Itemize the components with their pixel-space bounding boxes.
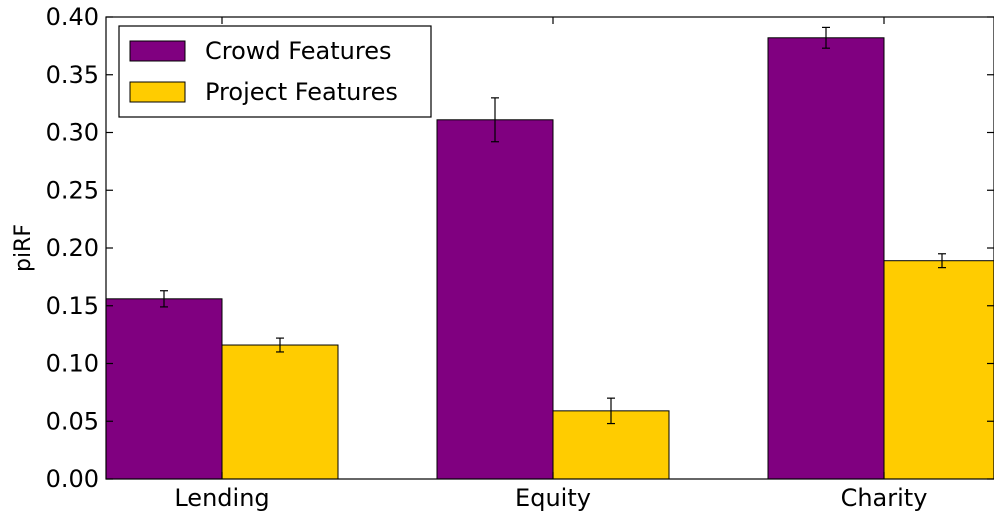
bar-charity-crowd-features — [767, 37, 885, 480]
error-bar-lending-crowd-features — [160, 290, 168, 308]
x-tick-label-equity: Equity — [515, 484, 591, 512]
y-tick-label: 0.05 — [46, 407, 99, 435]
legend-swatch-crowd-features — [129, 40, 186, 62]
y-tick-label: 0.20 — [46, 234, 99, 262]
error-bar-equity-crowd-features — [491, 97, 499, 143]
bar-charity-project-features — [883, 260, 994, 480]
error-bar-charity-crowd-features — [822, 26, 830, 49]
legend: Crowd Features Project Features — [118, 25, 432, 118]
bar-lending-crowd-features — [105, 298, 223, 480]
x-tick-label-charity: Charity — [841, 484, 928, 512]
y-tick-label: 0.25 — [46, 176, 99, 204]
axes-layer: 0.00 0.05 0.10 0.15 0.20 0.25 0.30 0.35 0.40 Lend… — [46, 3, 994, 512]
legend-label-project-features: Project Features — [205, 78, 398, 106]
y-tick-label: 0.35 — [46, 61, 99, 89]
legend-label-crowd-features: Crowd Features — [205, 37, 391, 65]
y-tick-label: 0.40 — [46, 3, 99, 31]
y-tick-label: 0.10 — [46, 350, 99, 378]
error-bar-charity-project-features — [938, 253, 946, 269]
bars-layer — [105, 37, 994, 480]
x-tick-label-lending: Lending — [174, 484, 269, 512]
legend-swatch-project-features — [129, 81, 186, 103]
error-bar-equity-project-features — [607, 397, 615, 425]
bar-lending-project-features — [221, 344, 339, 480]
y-tick-label: 0.00 — [46, 465, 99, 493]
error-bar-lending-project-features — [276, 337, 284, 353]
y-tick-label: 0.15 — [46, 292, 99, 320]
bar-equity-crowd-features — [436, 119, 554, 480]
y-tick-label: 0.30 — [46, 119, 99, 147]
y-axis-title: piRF — [11, 224, 36, 272]
error-bars-layer — [160, 26, 946, 425]
